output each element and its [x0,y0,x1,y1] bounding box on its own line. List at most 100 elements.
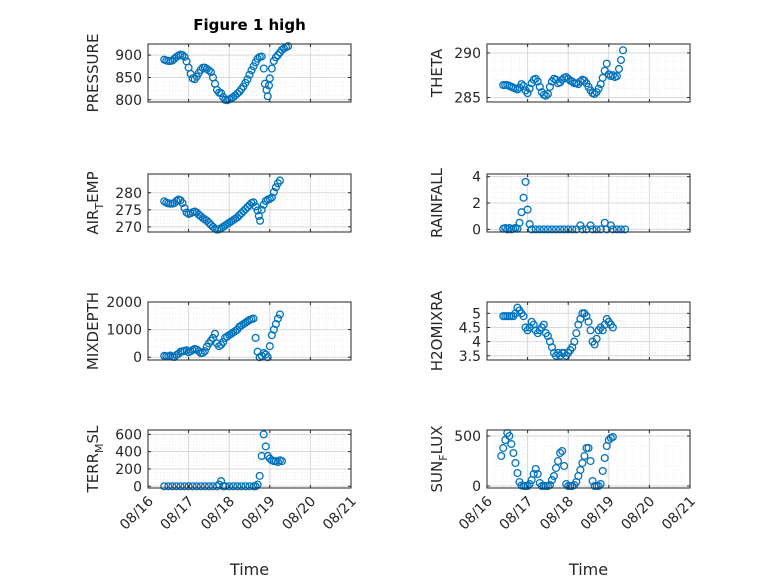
axes-box [486,429,691,489]
data-point [239,207,248,216]
data-point [531,225,540,234]
data-point [253,54,262,63]
subplot-8: 08/16 08/17 08/18 08/19 08/20 08/21 0 500SUNFLU… [428,426,699,579]
data-point [182,208,191,217]
y-tick-label: 0 [472,222,481,238]
subplot-6: 3.544.55 H2OMIXRA [428,290,691,371]
data-point [523,89,532,98]
data-point [602,59,611,68]
y-axis-label: AIRTEMP [84,171,106,234]
data-point [259,64,268,73]
x-tick-label: 08/19 [578,494,618,534]
data-point [269,188,278,197]
data-point [560,461,569,471]
data-point [590,89,599,99]
data-point [210,329,220,338]
data-point [241,205,250,214]
data-point [505,223,514,233]
y-tick-label: 3.5 [459,349,481,365]
data-point [263,353,272,362]
data-point [275,310,285,319]
data-point [598,466,607,476]
data-point [511,458,520,468]
data-point [576,465,585,475]
data-point [588,225,597,234]
data-point [568,225,577,234]
data-point [217,89,226,98]
data-point [245,482,254,491]
y-tick-label: 285 [454,91,481,107]
y-tick-label: 270 [115,220,142,236]
x-tick-label: 08/21 [320,494,360,534]
data-point [521,177,530,186]
data-point [535,82,544,91]
data-point [233,89,242,98]
data-point [180,482,189,491]
y-axis-label: MIXDEPTH [84,292,102,370]
data-point [208,333,218,342]
data-point [231,326,240,336]
data-point [507,439,516,449]
y-tick-label: 4 [472,335,481,351]
data-point [592,225,601,234]
data-point [501,435,510,445]
y-axis-label: SUNFLUX [428,426,450,493]
data-point [547,225,557,234]
data-point [533,77,542,86]
data-point [253,206,262,215]
data-point [525,220,534,229]
data-point [180,204,189,213]
data-point [172,482,181,491]
data-point [586,456,595,466]
data-point [618,46,628,55]
y-tick-label: 500 [454,429,481,445]
data-point [249,62,258,71]
data-point [588,476,597,486]
data-point [237,482,246,491]
x-tick-label: 08/18 [198,494,238,534]
data-point [594,84,603,93]
data-point [608,323,617,332]
data-point [570,337,579,346]
data-point [233,482,242,491]
data-point [586,221,595,230]
data-point [198,348,207,357]
data-point [620,225,630,234]
data-point [273,314,282,323]
data-point [509,448,518,458]
data-point [608,71,617,80]
data-point [243,203,252,212]
y-tick-label: 200 [115,462,142,478]
data-point [616,56,626,65]
data-point [556,448,565,458]
data-point [180,52,189,61]
data-point [255,471,264,480]
y-tick-label: 0 [472,479,481,495]
data-point [247,66,256,75]
data-point [598,73,607,82]
data-point [251,202,260,211]
data-point [558,446,567,456]
data-point [174,349,183,358]
y-tick-label: 4.5 [459,320,481,336]
data-point [215,342,224,351]
y-tick-label: 1000 [106,323,142,339]
data-point [265,342,274,351]
data-point [543,89,552,99]
data-point [273,457,282,467]
y-axis-label: RAINFALL [428,167,446,238]
data-point [556,225,565,234]
y-tick-label: 2000 [106,295,142,311]
data-point [608,432,617,442]
y-tick-label: 600 [115,427,142,443]
data-point [531,464,540,474]
data-point [539,225,548,234]
data-point [200,63,209,72]
data-point [578,458,587,468]
data-point [168,482,177,491]
data-point [204,218,213,227]
data-point [219,337,228,347]
axes-box [147,173,352,233]
data-point [529,469,538,479]
